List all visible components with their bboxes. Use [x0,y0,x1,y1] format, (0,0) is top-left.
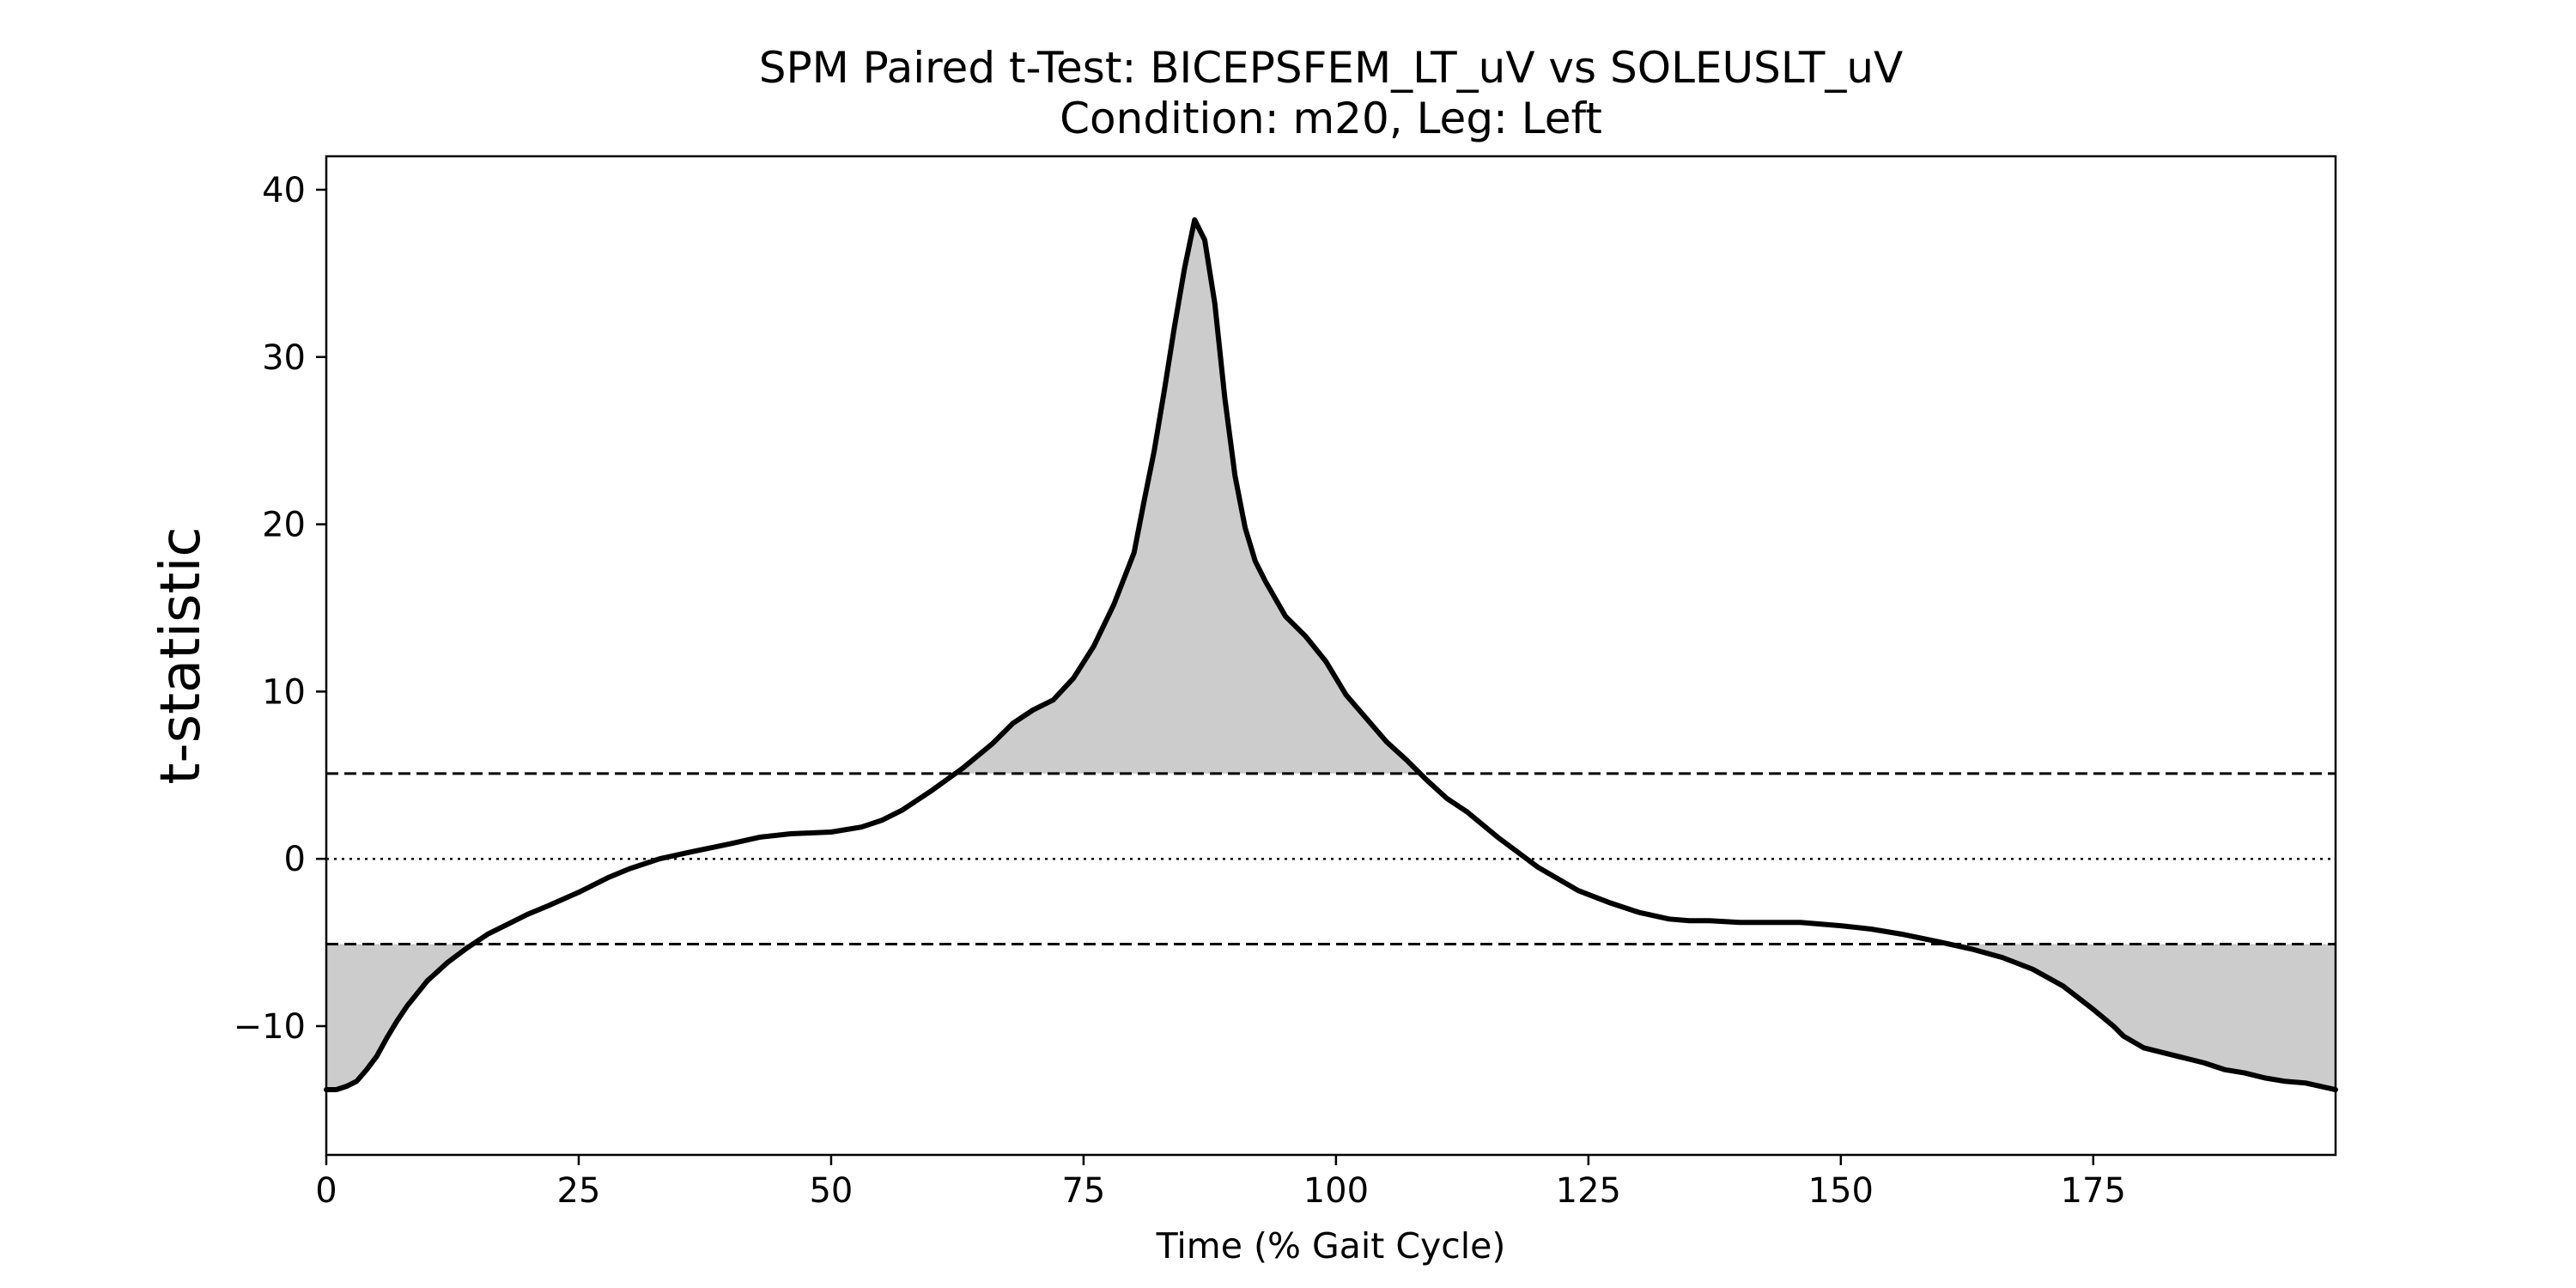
x-tick-label: 25 [557,1171,601,1211]
y-tick-label: 10 [262,672,306,712]
x-tick-label: 150 [1808,1171,1874,1211]
threshold-exceedance-fill [326,220,2336,1091]
supra-threshold-cluster-positive [955,220,1420,774]
y-tick-label: 30 [262,338,306,378]
y-tick-label: 20 [262,506,306,545]
x-tick-label: 75 [1061,1171,1105,1211]
supra-threshold-cluster-negative [1949,944,2336,1091]
t-statistic-curve [324,217,2338,1093]
y-axis-label: t-statistic [149,526,213,784]
chart-subtitle: Condition: m20, Leg: Left [1060,94,1602,143]
series-line [324,217,2338,1093]
chart-title: SPM Paired t-Test: BICEPSFEM_LT_uV vs SO… [759,43,1904,93]
x-tick-label: 100 [1303,1171,1369,1211]
plot-frame [325,155,2337,1157]
x-tick-label: 50 [809,1171,853,1211]
x-tick-label: 0 [315,1171,337,1211]
y-tick-label: 0 [284,840,306,879]
reference-lines [326,772,2336,946]
axis-ticks: 0 25 50 75 100 125 150 175 −10 0 10 20 30 40 [234,171,2126,1211]
x-tick-label: 175 [2061,1171,2126,1211]
x-axis-label: Time (% Gait Cycle) [1156,1225,1506,1267]
y-tick-label: 40 [262,171,306,210]
y-tick-label: −10 [234,1007,306,1047]
x-tick-label: 125 [1556,1171,1621,1211]
